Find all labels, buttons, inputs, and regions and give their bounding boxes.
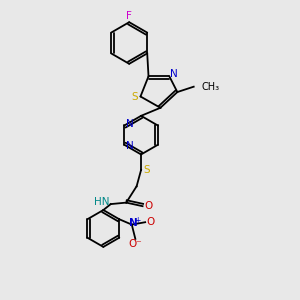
Text: N: N [129,218,137,228]
Text: N: N [125,119,133,129]
Text: +: + [134,216,141,225]
Text: F: F [126,11,132,21]
Text: O: O [144,201,153,211]
Text: O⁻: O⁻ [128,239,142,249]
Text: CH₃: CH₃ [201,82,219,92]
Text: HN: HN [94,197,109,207]
Text: S: S [132,92,139,101]
Text: N: N [170,69,178,79]
Text: S: S [143,165,150,175]
Text: N: N [125,141,133,151]
Text: O: O [146,217,154,227]
